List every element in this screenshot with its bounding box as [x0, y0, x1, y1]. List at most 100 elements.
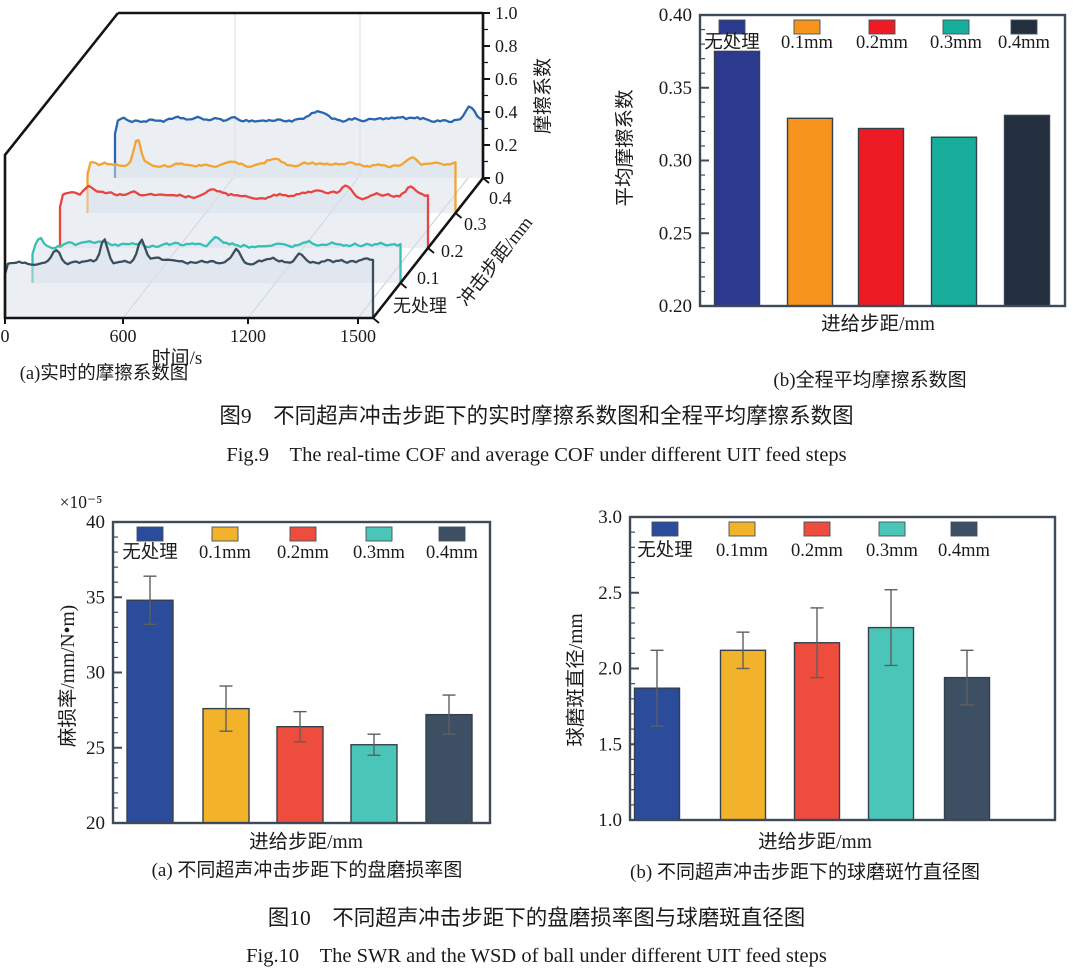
plot-frame: [111, 520, 492, 825]
y-axis-label: 平均摩擦系数: [615, 89, 636, 206]
legend-label: 0.2mm: [277, 543, 330, 563]
waterfall-fill-无处理: [115, 106, 483, 178]
legend-label: 0.1mm: [781, 33, 834, 53]
y-tick-label: 3.0: [598, 507, 622, 528]
y-tick-label: 2.0: [598, 659, 622, 680]
legend-chip-无处理: [136, 526, 164, 542]
x-tick-label: 600: [110, 326, 137, 346]
legend-label: 0.2mm: [791, 541, 844, 561]
y-tick-label: 30: [86, 663, 105, 684]
depth-tick: [427, 247, 435, 254]
fig9-caption-en: Fig.9 The real-time COF and average COF …: [226, 444, 847, 466]
z-tick-label: 0.6: [495, 69, 518, 89]
z-tick-label: 0.2: [495, 135, 518, 155]
y-axis-label: 球磨斑直径/mm: [565, 613, 587, 746]
y-tick-label: 0.25: [659, 223, 692, 244]
bar-0.2mm: [276, 725, 324, 824]
y-tick-label: 0.30: [659, 151, 692, 172]
depth-tick: [372, 317, 380, 324]
x-axis-label: 时间/s: [152, 347, 203, 369]
depth-tick-label: 无处理: [393, 296, 447, 316]
fig10b-bar-chart: 3.0 2.5 2.0 1.5 1.0 无处理 0.1mm 0.2mm 0.3mm 0.4mm 进给…: [565, 507, 1057, 883]
fig9-caption-zh: 图9 不同超声冲击步距下的实时摩擦系数图和全程平均摩擦系数图: [219, 404, 854, 428]
waterfall-line-0.1: [86, 139, 457, 213]
waterfall-line-0.4: [3, 238, 375, 318]
legend-chip-0.1mm: [211, 526, 239, 542]
x-axis-label: 进给步距/mm: [758, 831, 872, 853]
z-tick-label: 0.8: [495, 36, 518, 56]
y-tick-label: 0.20: [659, 296, 692, 317]
bar-0.3mm: [930, 136, 978, 307]
bar-无处理: [713, 50, 761, 307]
depth-tick: [482, 177, 490, 184]
y-axis-multiplier: ×10⁻⁵: [60, 492, 103, 512]
x-axis-label: 进给步距/mm: [249, 831, 363, 853]
fig10a-bar-chart: 40 35 30 25 20 无处理 0.1mm 0.2mm 0.3mm 0.4mm ×10⁻⁵ 进给…: [57, 492, 492, 881]
fig9b-bar-chart: 0.40 0.35 0.30 0.25 0.20 无处理 0.1mm 0.2mm 0.3mm 0.…: [615, 5, 1067, 391]
waterfall-line-0.2: [58, 184, 430, 248]
legend-label: 0.4mm: [998, 33, 1051, 53]
x-axis-label: 进给步距/mm: [821, 313, 935, 335]
subcaption: (b) 不同超声冲击步距下的球磨斑竹直径图: [630, 861, 980, 883]
subcaption: (a) 不同超声冲击步距下的盘磨损率图: [152, 859, 463, 881]
legend-label: 0.3mm: [930, 33, 983, 53]
legend-chip-0.2mm: [868, 19, 896, 35]
bar-0.1mm: [719, 649, 767, 821]
legend-label: 0.3mm: [353, 543, 406, 563]
z-tick-label: 1.0: [495, 3, 518, 23]
z-tick-label: 0: [495, 168, 504, 188]
legend-label: 无处理: [637, 540, 693, 561]
legend-label: 0.4mm: [426, 543, 479, 563]
y-axis-label: 麻损率/mm/N•m): [57, 605, 79, 747]
legend-chip-0.2mm: [289, 526, 317, 542]
legend-label: 0.1mm: [716, 541, 769, 561]
z-axis-label: 摩擦系数: [532, 58, 554, 134]
y-tick-label: 35: [86, 587, 105, 608]
legend-chip-0.2mm: [803, 521, 831, 537]
subcaption: (a)实时的摩擦系数图: [20, 363, 189, 384]
x-tick-label: 1200: [230, 326, 266, 346]
legend-chip-0.1mm: [728, 521, 756, 537]
legend-label: 无处理: [122, 542, 178, 563]
bar-0.1mm: [786, 117, 834, 307]
plot-frame: [628, 515, 1057, 822]
waterfall-fill-0.2: [60, 185, 428, 248]
y-tick-label: 0.35: [659, 78, 692, 99]
subcaption: (b)全程平均摩擦系数图: [773, 369, 966, 391]
bar-0.3mm: [350, 744, 398, 824]
legend-chip-0.4mm: [438, 526, 466, 542]
x-tick-label: 1500: [340, 326, 376, 346]
axes-frame-3d: [3, 11, 485, 320]
bar-0.2mm: [793, 642, 841, 821]
y-tick-label: 1.5: [598, 734, 622, 755]
depth-tick-label: 0.3: [464, 214, 487, 234]
legend-label: 0.3mm: [866, 541, 919, 561]
y-tick-label: 25: [86, 738, 105, 759]
waterfall-line-0.3: [31, 235, 402, 283]
bar-0.4mm: [1003, 114, 1051, 307]
depth-tick: [399, 282, 408, 289]
legend-label: 无处理: [704, 32, 760, 53]
fig9a-waterfall-chart: 0 0.2 0.4 0.6 0.8 1.0 摩擦系数 0 600 1200 1500 时间/s 无处理 0…: [1, 3, 555, 384]
bar-无处理: [126, 599, 174, 824]
legend-chip-0.3mm: [878, 521, 906, 537]
depth-tick-label: 0.1: [417, 268, 440, 288]
depth-tick-label: 0.2: [441, 241, 464, 261]
legend-chip-0.4mm: [1010, 19, 1038, 35]
x-tick-label: 0: [1, 326, 10, 346]
fig10-caption-en: Fig.10 The SWR and the WSD of ball under…: [246, 945, 827, 967]
y-tick-label: 1.0: [598, 810, 622, 831]
legend-chip-0.3mm: [365, 526, 393, 542]
waterfall-line-无处理: [113, 105, 485, 178]
depth-tick: [454, 212, 463, 219]
bar-0.2mm: [857, 127, 905, 307]
y-tick-label: 0.40: [659, 5, 692, 26]
legend-chip-0.4mm: [950, 521, 978, 537]
y-tick-label: 40: [86, 512, 105, 533]
legend-chip-无处理: [718, 19, 746, 35]
legend-label: 0.4mm: [938, 541, 991, 561]
fig10-caption-zh: 图10 不同超声冲击步距下的盘磨损率图与球磨斑直径图: [267, 906, 806, 930]
plot-frame: [698, 13, 1067, 308]
legend-label: 0.2mm: [856, 33, 909, 53]
